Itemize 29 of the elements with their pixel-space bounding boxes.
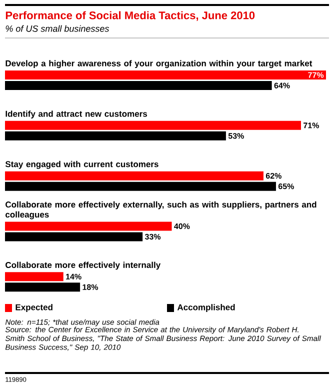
data-label: 71%: [304, 122, 319, 128]
data-label: 18%: [82, 284, 98, 290]
data-label: 53%: [228, 133, 244, 139]
y-tick-label: Collaborate more effectively externally, such as with suppliers, partners and colleagues: [6, 201, 316, 220]
bar: [5, 131, 226, 140]
data-label: 64%: [274, 82, 290, 88]
bar: [5, 171, 264, 180]
bar: [5, 272, 64, 282]
data-label: 14%: [66, 274, 82, 280]
bar: [5, 182, 276, 191]
data-label: 62%: [266, 172, 282, 179]
bar: [5, 120, 301, 130]
bar: [5, 282, 80, 292]
chart-title: Performance of Social Media Tactics, June 2010: [6, 11, 255, 21]
bar: [5, 70, 326, 80]
y-tick-label: Develop a higher awareness of your organization within your target market: [6, 60, 312, 68]
chart-subtitle: % of US small businesses: [6, 25, 110, 32]
data-label: 33%: [144, 234, 161, 240]
data-label: 77%: [308, 72, 324, 78]
bar: [5, 232, 143, 242]
y-tick-label: Identify and attract new customers: [6, 110, 148, 118]
bar: [5, 81, 272, 90]
legend-label: Accomplished: [177, 304, 235, 312]
data-label: 40%: [174, 223, 190, 230]
y-tick-label: Collaborate more effectively internally: [6, 262, 161, 270]
legend-label: Expected: [16, 304, 52, 312]
y-tick-label: Stay engaged with current customers: [5, 160, 158, 169]
bar: [5, 222, 172, 231]
data-label: 65%: [278, 183, 294, 190]
